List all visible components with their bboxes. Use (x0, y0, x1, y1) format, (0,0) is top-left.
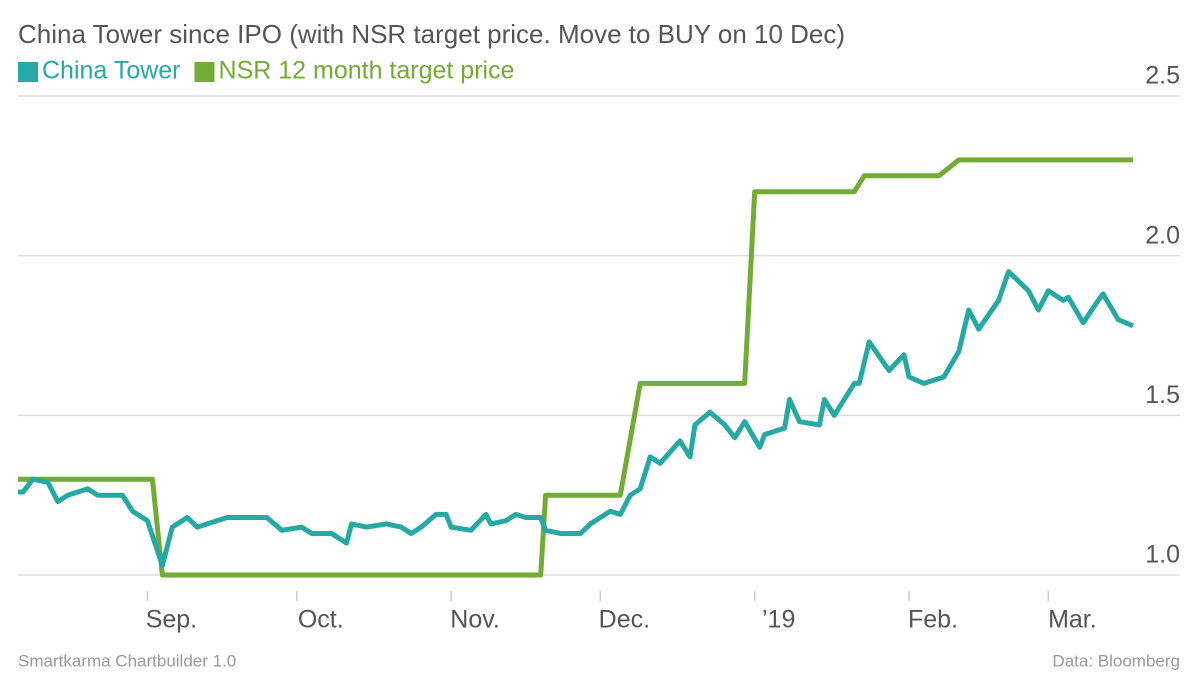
y-tick-label: 2.0 (1145, 221, 1180, 249)
source: Data: Bloomberg (1052, 651, 1180, 670)
x-tick-label: ’19 (762, 606, 795, 634)
x-tick-label: Oct. (298, 606, 344, 634)
series-line (18, 269, 1134, 568)
y-tick-label: 1.0 (1145, 541, 1180, 569)
legend-swatch (194, 62, 215, 82)
x-tick-label: Mar. (1048, 606, 1097, 634)
y-tick-label: 2.5 (1145, 62, 1180, 90)
series-line (18, 157, 1133, 578)
chart-title: China Tower since IPO (with NSR target p… (18, 19, 845, 49)
x-tick-label: Dec. (599, 606, 650, 634)
x-tick-label: Nov. (450, 606, 500, 634)
y-tick-label: 1.5 (1145, 381, 1180, 409)
x-tick-label: Feb. (908, 606, 958, 634)
credit: Smartkarma Chartbuilder 1.0 (18, 651, 236, 670)
legend-label: China Tower (42, 57, 181, 85)
legend-label: NSR 12 month target price (219, 57, 515, 85)
legend-swatch (18, 62, 38, 82)
x-tick-label: Sep. (146, 606, 197, 634)
